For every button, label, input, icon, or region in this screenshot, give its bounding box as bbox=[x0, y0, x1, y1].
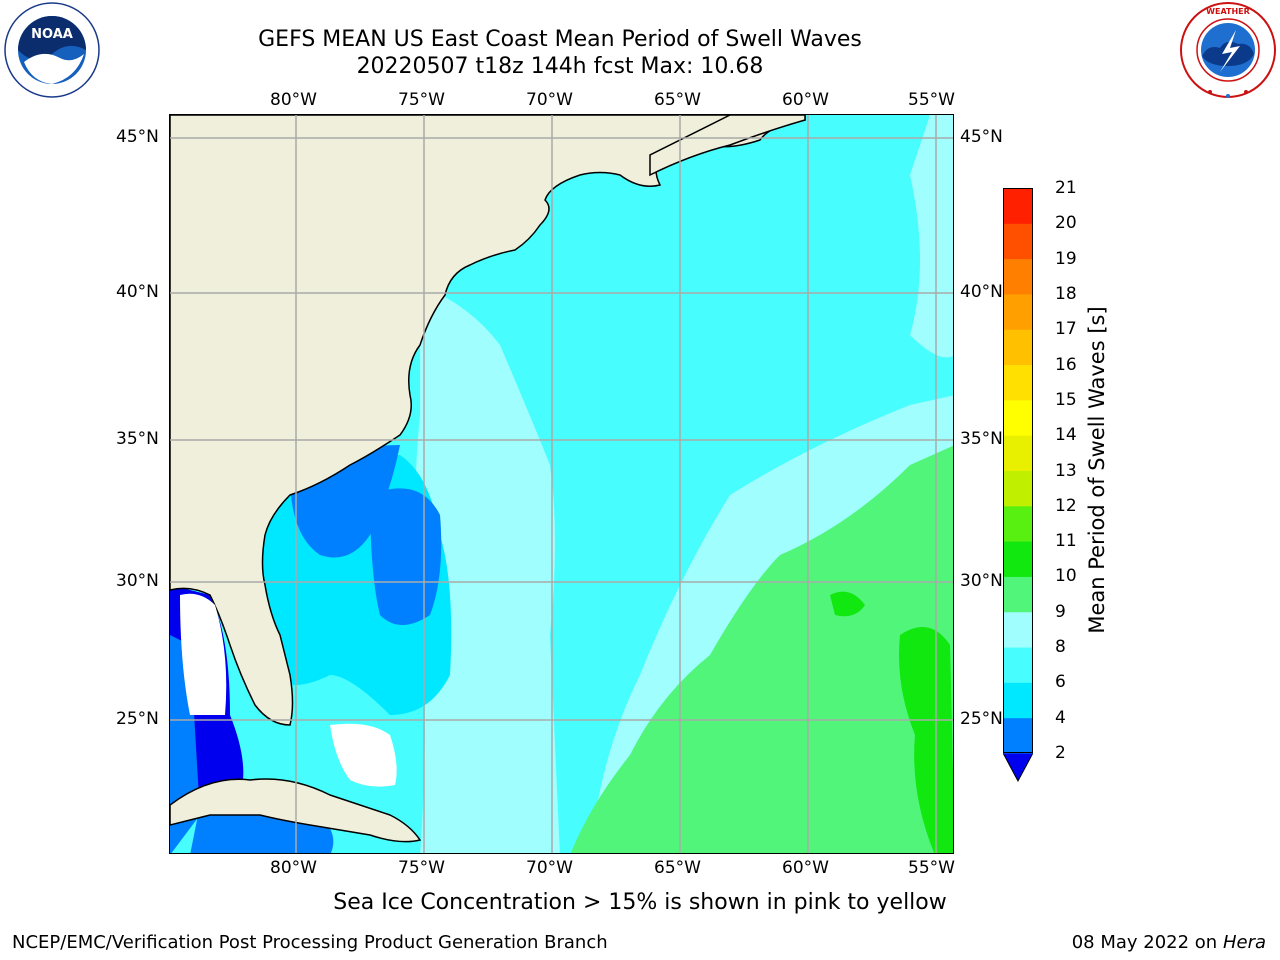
land-south-florida-gap bbox=[180, 593, 227, 715]
lat-label-right: 25°N bbox=[960, 709, 1003, 729]
colorbar-block bbox=[1003, 293, 1033, 330]
noaa-logo: NOAA bbox=[2, 2, 102, 102]
colorbar-block bbox=[1003, 329, 1033, 366]
colorbar-tick-label: 15 bbox=[1055, 389, 1077, 410]
colorbar-block bbox=[1003, 541, 1033, 577]
colorbar-extension bbox=[1003, 752, 1033, 783]
lat-label-left: 35°N bbox=[116, 429, 159, 449]
colorbar-block bbox=[1003, 435, 1033, 471]
map-title: GEFS MEAN US East Coast Mean Period of S… bbox=[258, 27, 862, 52]
nws-logo: WEATHER bbox=[1178, 2, 1278, 102]
land-north-america bbox=[170, 115, 806, 726]
colorbar-tick-label: 6 bbox=[1055, 672, 1066, 693]
lon-label-bottom: 80°W bbox=[270, 858, 317, 878]
swell-period-map bbox=[169, 114, 954, 854]
lon-label-top: 55°W bbox=[908, 90, 955, 110]
graticule bbox=[170, 115, 953, 853]
colorbar bbox=[1003, 188, 1033, 783]
lon-label-top: 75°W bbox=[398, 90, 445, 110]
producer-credit: NCEP/EMC/Verification Post Processing Pr… bbox=[12, 932, 608, 953]
colorbar-block bbox=[1003, 647, 1033, 683]
lon-label-top: 80°W bbox=[270, 90, 317, 110]
colorbar-tick-label: 10 bbox=[1055, 566, 1077, 587]
lon-label-bottom: 55°W bbox=[908, 858, 955, 878]
colorbar-tick-label: 13 bbox=[1055, 460, 1077, 481]
lon-label-top: 70°W bbox=[526, 90, 573, 110]
colorbar-tick-label: 18 bbox=[1055, 283, 1077, 304]
colorbar-tick-label: 9 bbox=[1055, 601, 1066, 622]
period-band-9-10 bbox=[570, 445, 953, 853]
run-date-credit: 08 May 2022 on Hera bbox=[1072, 932, 1266, 953]
colorbar-tick-label: 8 bbox=[1055, 637, 1066, 658]
lat-label-left: 45°N bbox=[116, 127, 159, 147]
lat-label-right: 45°N bbox=[960, 127, 1003, 147]
svg-text:WEATHER: WEATHER bbox=[1206, 7, 1250, 16]
map-subtitle: 20220507 t18z 144h fcst Max: 10.68 bbox=[356, 54, 764, 79]
colorbar-block bbox=[1003, 399, 1033, 436]
colorbar-block bbox=[1003, 611, 1033, 648]
colorbar-block bbox=[1003, 258, 1033, 295]
colorbar-block bbox=[1003, 223, 1033, 260]
land-cuba bbox=[170, 778, 422, 843]
colorbar-block bbox=[1003, 470, 1033, 507]
colorbar-title: Mean Period of Swell Waves [s] bbox=[1085, 306, 1109, 634]
colorbar-tick-label: 16 bbox=[1055, 354, 1077, 375]
colorbar-block bbox=[1003, 717, 1033, 754]
lat-label-right: 30°N bbox=[960, 571, 1003, 591]
colorbar-tick-label: 4 bbox=[1055, 707, 1066, 728]
colorbar-tick-label: 11 bbox=[1055, 531, 1077, 552]
period-band-10-11 bbox=[830, 591, 865, 617]
colorbar-tick-label: 14 bbox=[1055, 425, 1077, 446]
colorbar-tick-label: 19 bbox=[1055, 248, 1077, 269]
lat-label-right: 40°N bbox=[960, 282, 1003, 302]
colorbar-tick-label: 12 bbox=[1055, 495, 1077, 516]
colorbar-block bbox=[1003, 576, 1033, 613]
lon-label-top: 60°W bbox=[782, 90, 829, 110]
host-name: Hera bbox=[1222, 932, 1266, 953]
colorbar-border bbox=[1003, 188, 1033, 753]
colorbar-block bbox=[1003, 682, 1033, 719]
colorbar-block bbox=[1003, 364, 1033, 401]
lat-label-left: 25°N bbox=[116, 709, 159, 729]
lon-label-bottom: 60°W bbox=[782, 858, 829, 878]
lon-label-bottom: 70°W bbox=[526, 858, 573, 878]
lat-label-left: 30°N bbox=[116, 571, 159, 591]
lon-label-bottom: 75°W bbox=[398, 858, 445, 878]
colorbar-block bbox=[1003, 188, 1033, 224]
period-band-10-11 bbox=[899, 627, 953, 853]
period-band-8-9 bbox=[415, 285, 560, 853]
lat-label-left: 40°N bbox=[116, 282, 159, 302]
colorbar-tick-label: 20 bbox=[1055, 213, 1077, 234]
lat-label-right: 35°N bbox=[960, 429, 1003, 449]
svg-text:NOAA: NOAA bbox=[31, 27, 73, 42]
lon-label-bottom: 65°W bbox=[654, 858, 701, 878]
colorbar-tick-label: 2 bbox=[1055, 743, 1066, 763]
period-band-8-9 bbox=[910, 115, 953, 358]
sea-ice-note: Sea Ice Concentration > 15% is shown in … bbox=[333, 890, 947, 915]
run-date: 08 May 2022 on bbox=[1071, 932, 1218, 953]
colorbar-tick-label: 21 bbox=[1055, 178, 1077, 198]
lon-label-top: 65°W bbox=[654, 90, 701, 110]
colorbar-tick-label: 17 bbox=[1055, 319, 1077, 340]
period-band-2-4 bbox=[370, 488, 442, 625]
land-bahamas bbox=[330, 723, 397, 787]
colorbar-block bbox=[1003, 505, 1033, 542]
